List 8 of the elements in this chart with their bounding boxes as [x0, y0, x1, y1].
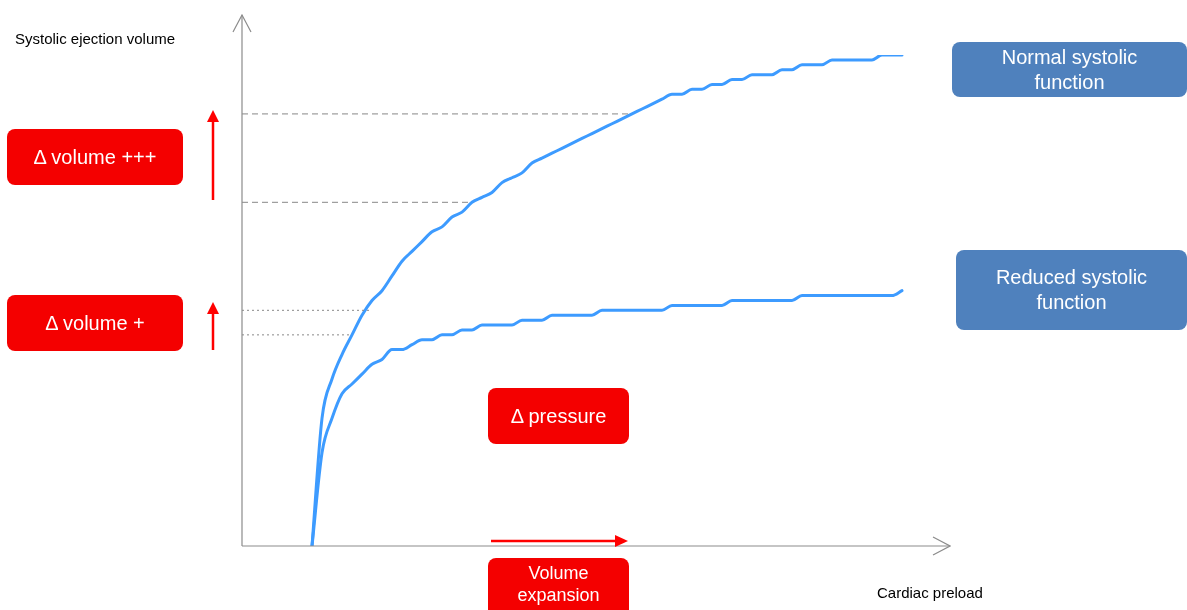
text: Δ volume +++ [7, 129, 183, 185]
x-axis-title: Cardiac preload [877, 584, 983, 601]
text: Reduced systolic function [956, 250, 1187, 330]
text: Normal systolic function [952, 42, 1187, 97]
annotation: Δ pressure [488, 388, 629, 444]
y-axis-title: Systolic ejection volume [15, 30, 176, 47]
text: Δ volume + [7, 295, 183, 351]
text: Volume expansion [488, 558, 629, 610]
